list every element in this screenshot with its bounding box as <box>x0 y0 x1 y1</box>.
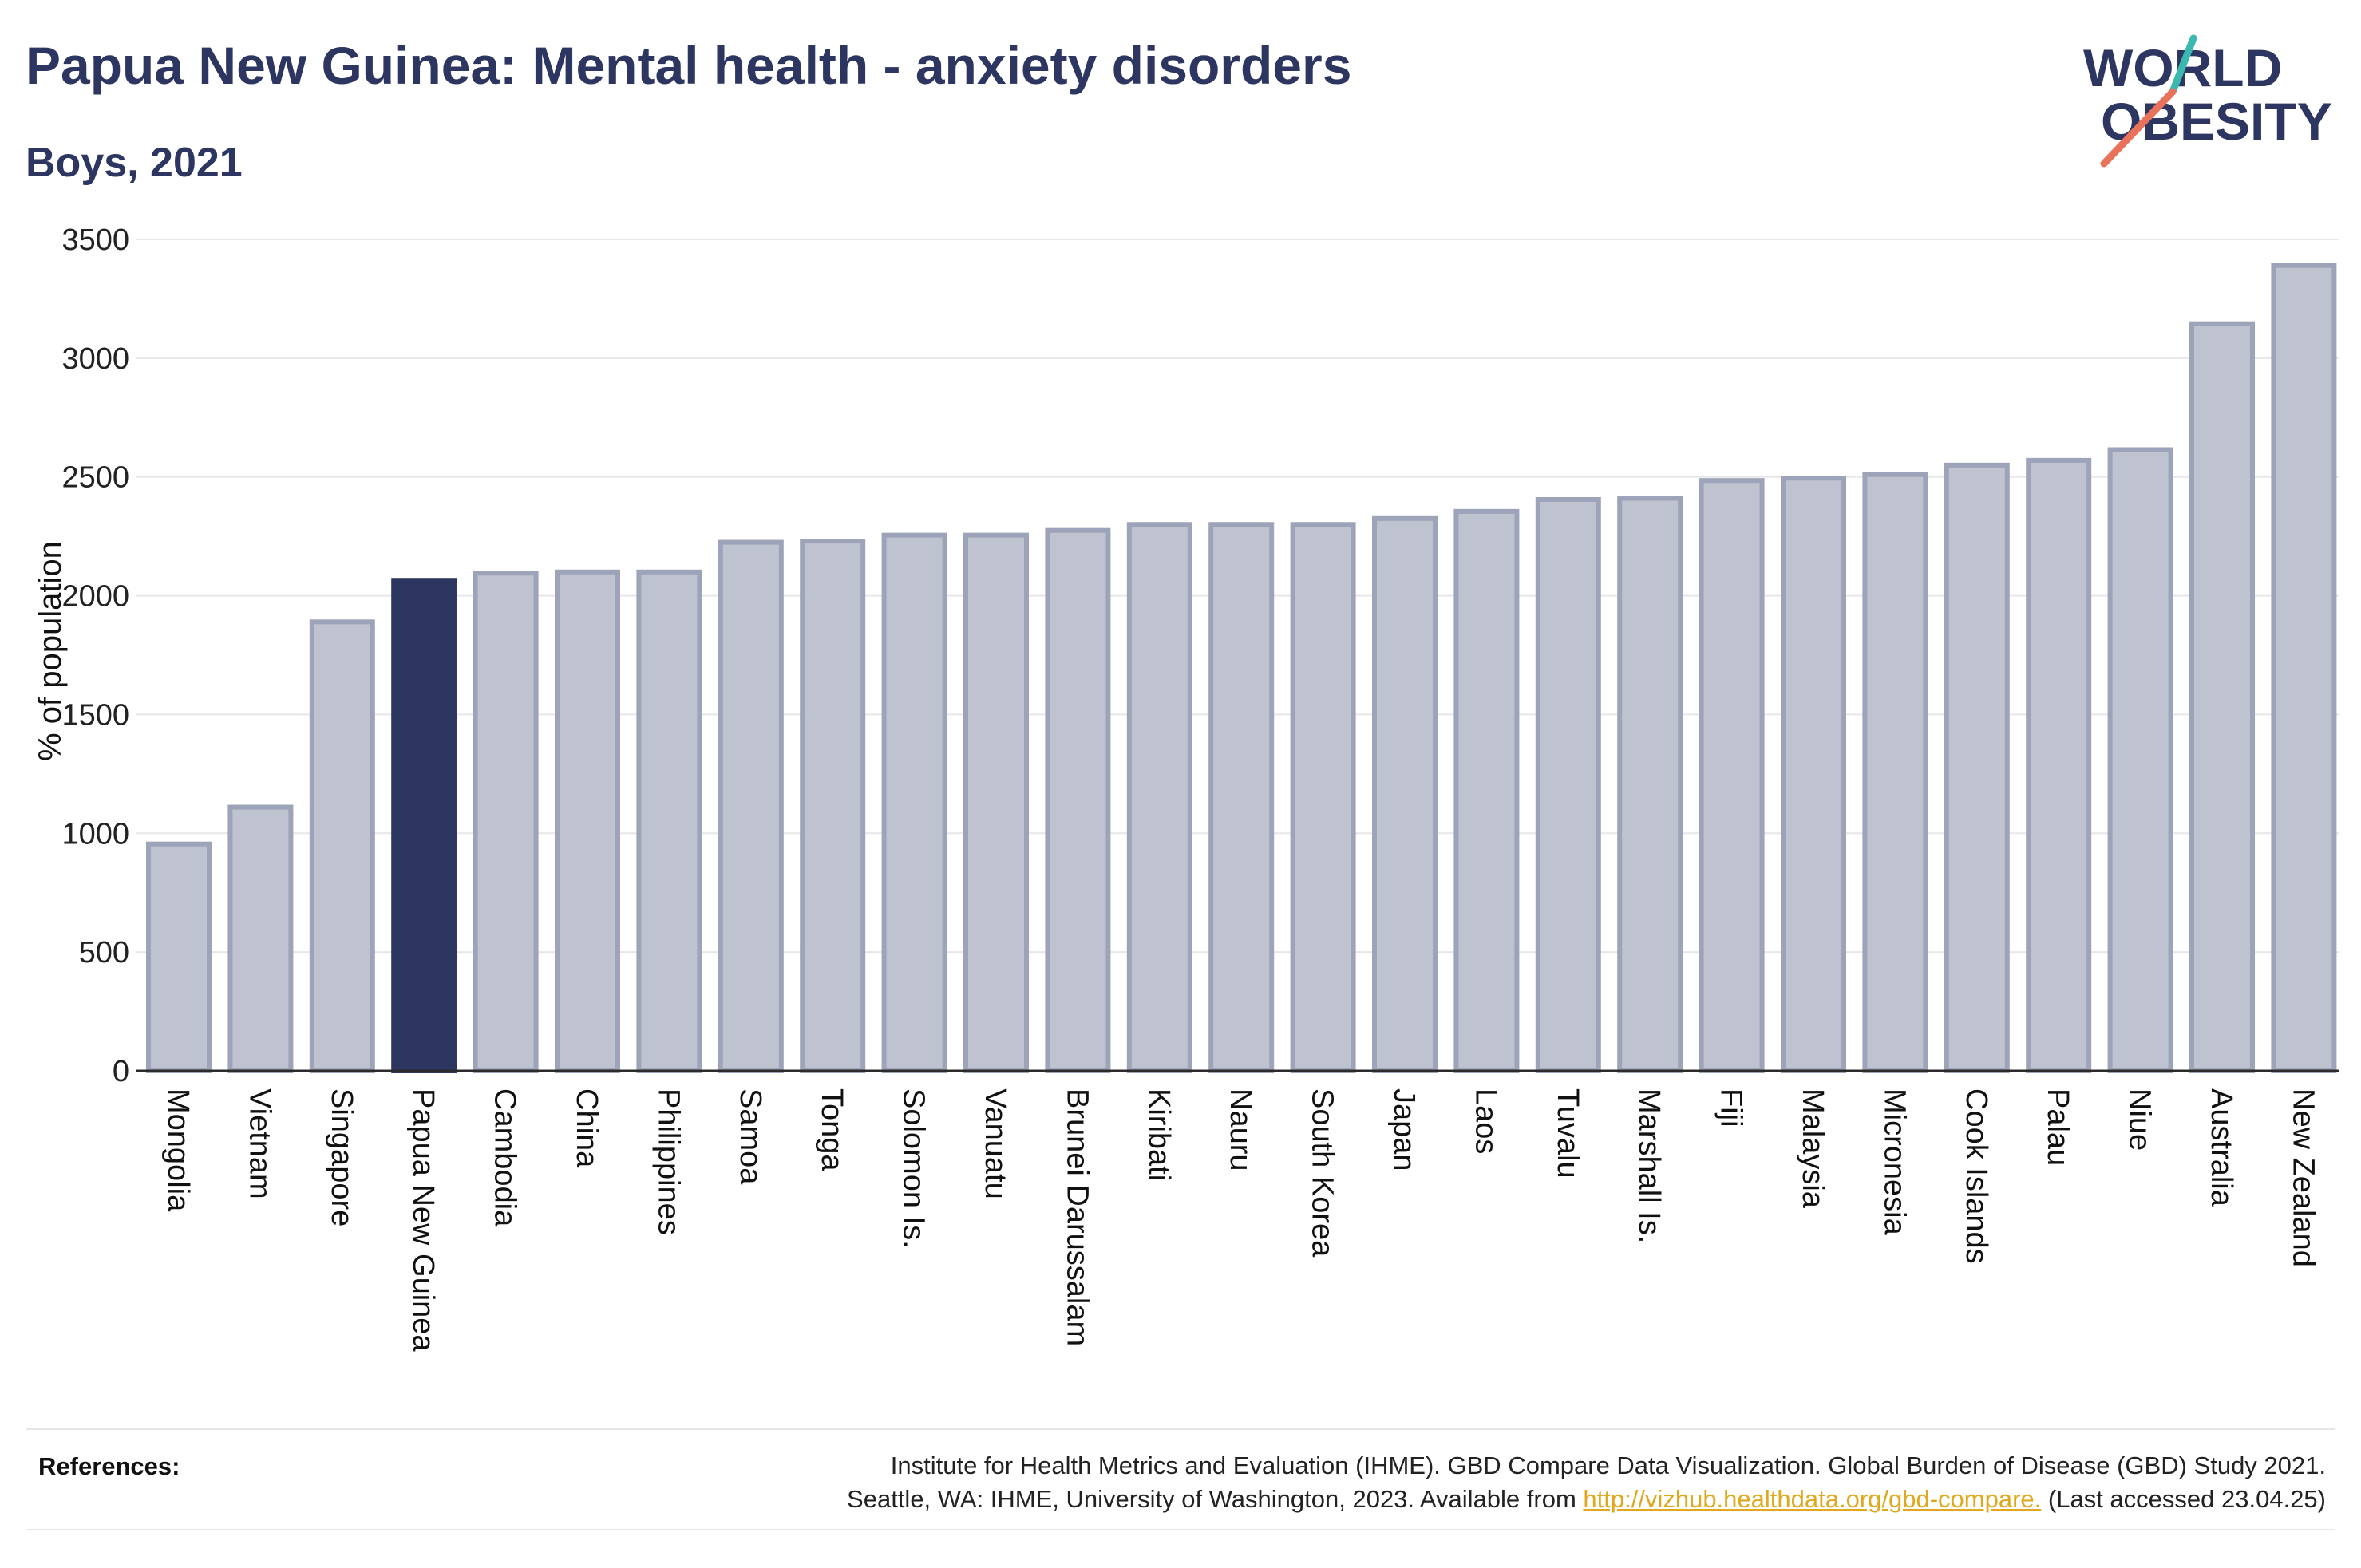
x-tick-label-vanuatu: Vanuatu <box>979 1088 1012 1199</box>
bar-philippines <box>636 569 702 1073</box>
bar-palau <box>2026 457 2092 1073</box>
bar-fiji <box>1699 478 1765 1073</box>
references-line-2-end: (Last accessed 23.04.25) <box>2041 1485 2326 1513</box>
bar-malaysia <box>1781 476 1846 1073</box>
references-line-2: Seattle, WA: IHME, University of Washing… <box>847 1485 1584 1513</box>
x-tick-label-micronesia: Micronesia <box>1877 1088 1911 1236</box>
references-link[interactable]: http://vizhub.healthdata.org/gbd-compare… <box>1583 1485 2042 1513</box>
y-tick-label-3500: 3500 <box>61 223 129 257</box>
x-tick-label-cook-islands: Cook Islands <box>1960 1088 1993 1264</box>
bar-tonga <box>800 539 866 1073</box>
references-box: References: Institute for Health Metrics… <box>26 1428 2335 1530</box>
bar-cook-islands <box>1944 462 2010 1073</box>
x-tick-label-new-zealand: New Zealand <box>2286 1088 2319 1267</box>
y-tick-label-0: 0 <box>113 1055 129 1088</box>
y-tick-label-1500: 1500 <box>61 698 129 732</box>
y-tick-label-2000: 2000 <box>61 580 129 614</box>
x-tick-label-samoa: Samoa <box>734 1088 767 1185</box>
x-tick-label-australia: Australia <box>2205 1088 2238 1207</box>
x-tick-label-south-korea: South Korea <box>1306 1088 1339 1258</box>
x-tick-label-cambodia: Cambodia <box>488 1088 522 1227</box>
bar-marshall-is <box>1617 496 1683 1073</box>
x-tick-label-mongolia: Mongolia <box>161 1088 195 1212</box>
bar-south-korea <box>1290 522 1356 1073</box>
bar-mongolia <box>146 841 212 1073</box>
y-axis-label: % of population <box>33 541 68 761</box>
x-tick-label-tonga: Tonga <box>815 1088 848 1171</box>
chart-title: Papua New Guinea: Mental health - anxiet… <box>26 36 1352 95</box>
bar-samoa <box>718 539 784 1073</box>
x-tick-label-marshall-is: Marshall Is. <box>1632 1088 1666 1243</box>
bar-micronesia <box>1862 472 1928 1073</box>
y-tick-label-2500: 2500 <box>61 461 129 495</box>
x-tick-label-malaysia: Malaysia <box>1796 1088 1829 1209</box>
bar-singapore <box>309 619 375 1073</box>
bar-solomon-is <box>881 532 947 1073</box>
bar-laos <box>1453 508 1520 1073</box>
references-label: References: <box>38 1452 180 1480</box>
chart-subtitle: Boys, 2021 <box>26 140 243 186</box>
references-line-1: Institute for Health Metrics and Evaluat… <box>890 1451 2326 1479</box>
logo-slash-coral-icon <box>2100 88 2177 168</box>
world-obesity-logo: WORLD OBESITY <box>2083 34 2332 168</box>
x-tick-label-solomon-is: Solomon Is. <box>897 1088 931 1249</box>
bar-vietnam <box>227 804 294 1074</box>
x-tick-label-papua-new-guinea: Papua New Guinea <box>406 1088 440 1352</box>
bar-japan <box>1372 515 1438 1073</box>
bar-vanuatu <box>963 532 1029 1073</box>
bar-australia <box>2189 321 2255 1073</box>
bar-niue <box>2107 447 2173 1073</box>
bar-cambodia <box>473 571 539 1073</box>
x-tick-label-nauru: Nauru <box>1224 1088 1257 1171</box>
x-tick-label-niue: Niue <box>2123 1088 2157 1151</box>
logo-line-2: OBESITY <box>2101 92 2332 151</box>
x-tick-label-tuvalu: Tuvalu <box>1551 1088 1584 1179</box>
y-axis-ticks: 0 500 1000 1500 2000 2500 3000 3500 <box>61 223 129 1088</box>
bar-china <box>555 569 620 1073</box>
x-tick-label-philippines: Philippines <box>651 1088 685 1235</box>
y-tick-label-1000: 1000 <box>61 817 129 851</box>
x-tick-label-brunei-darussalam: Brunei Darussalam <box>1060 1088 1093 1346</box>
bar-brunei-darussalam <box>1045 527 1111 1073</box>
x-tick-label-laos: Laos <box>1469 1088 1502 1154</box>
x-tick-label-singapore: Singapore <box>325 1088 358 1226</box>
x-tick-label-kiribati: Kiribati <box>1142 1088 1176 1181</box>
x-tick-label-china: China <box>570 1088 603 1168</box>
y-tick-label-500: 500 <box>79 936 129 970</box>
x-tick-label-fiji: Fiji <box>1714 1088 1748 1128</box>
x-axis-labels: Mongolia Vietnam Singapore Papua New Guinea… <box>161 1088 2319 1352</box>
bar-kiribati <box>1126 522 1192 1073</box>
bar-tuvalu <box>1535 496 1601 1073</box>
bar-chart: 0 500 1000 1500 2000 2500 3000 3500 Mongolia Vie… <box>33 223 2339 1352</box>
bar-new-zealand <box>2271 263 2337 1073</box>
bars <box>146 263 2337 1074</box>
y-tick-label-3000: 3000 <box>61 342 129 376</box>
logo-slash-teal-icon <box>2169 34 2197 96</box>
x-tick-label-vietnam: Vietnam <box>243 1088 276 1199</box>
x-tick-label-palau: Palau <box>2041 1088 2074 1166</box>
references-text: Institute for Health Metrics and Evaluat… <box>570 1449 2326 1516</box>
bar-papua-new-guinea <box>391 578 457 1073</box>
bar-nauru <box>1208 522 1275 1073</box>
x-tick-label-japan: Japan <box>1387 1088 1421 1171</box>
